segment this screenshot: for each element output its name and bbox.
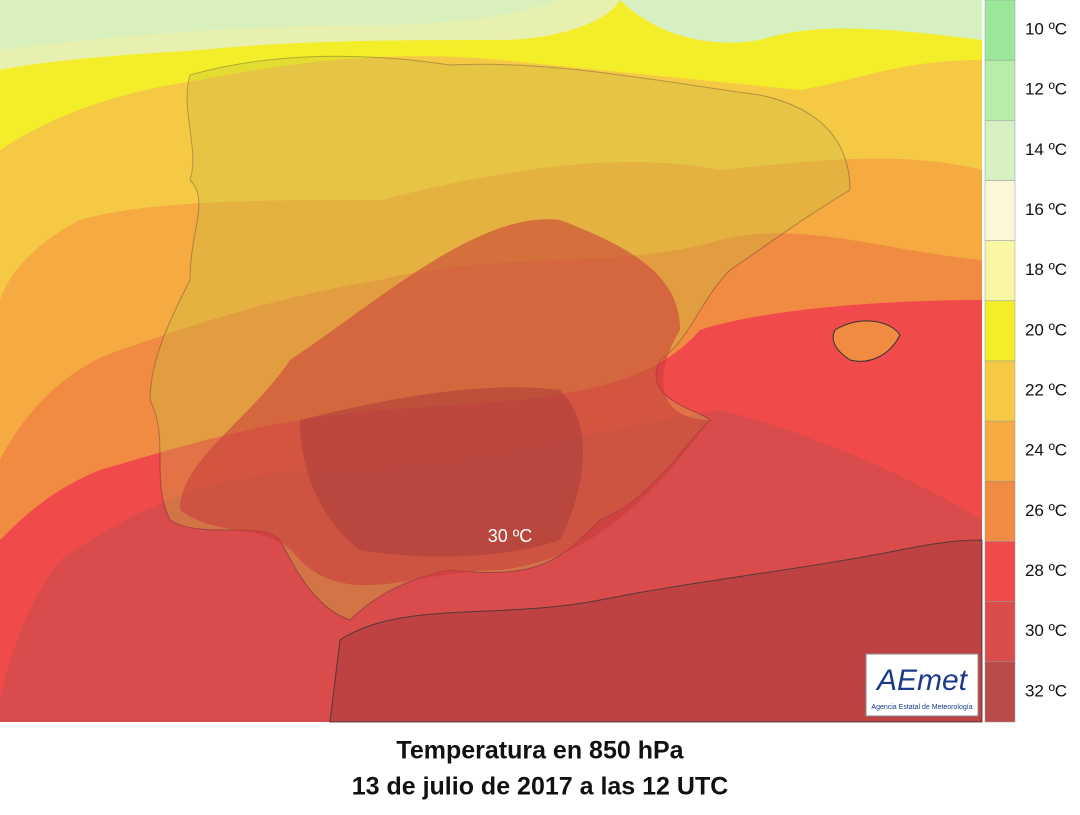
legend-label: 20 ºC [1025,320,1067,339]
legend-label: 28 ºC [1025,561,1067,580]
map-label: 30 ºC [488,526,533,546]
title-line-1: Temperatura en 850 hPa [396,737,684,765]
legend-label: 30 ºC [1025,621,1067,640]
legend-label: 26 ºC [1025,501,1067,520]
legend-swatch [984,300,1016,362]
legend-label: 14 ºC [1025,140,1067,159]
title-line-2: 13 de julio de 2017 a las 12 UTC [352,773,729,801]
legend: 10 ºC 12 ºC 14 ºC 16 ºC 18 ºC 20 ºC 22 ºC 24 ºC… [984,0,1067,723]
legend-swatch [984,0,1016,61]
legend-swatch [984,180,1016,241]
legend-swatch [984,360,1016,422]
zone-16 [0,0,560,50]
legend-label: 12 ºC [1025,80,1067,99]
legend-swatch [984,59,1016,121]
africa-land [329,539,983,723]
legend-label: 18 ºC [1025,260,1067,279]
legend-swatch [984,661,1016,723]
legend-swatch [984,240,1016,302]
legend-label: 10 ºC [1025,20,1067,39]
mallorca [832,320,901,362]
logo-name: AEmet [875,664,969,697]
logo-subtitle: Agencia Estatal de Meteorología [871,704,972,711]
legend-label: 24 ºC [1025,441,1067,460]
legend-label: 22 ºC [1025,381,1067,400]
legend-label: 32 ºC [1025,681,1067,700]
legend-swatch [984,541,1016,602]
zone-14 [620,0,982,43]
legend-label: 16 ºC [1025,200,1067,219]
legend-swatch [984,420,1016,482]
legend-swatch [984,481,1016,542]
legend-swatch [984,601,1016,663]
hot-center [300,387,584,557]
logo-box [865,653,979,717]
map: 30 ºC AEmet Agencia Estatal de Meteorolo… [0,0,983,723]
legend-swatch [984,120,1016,181]
